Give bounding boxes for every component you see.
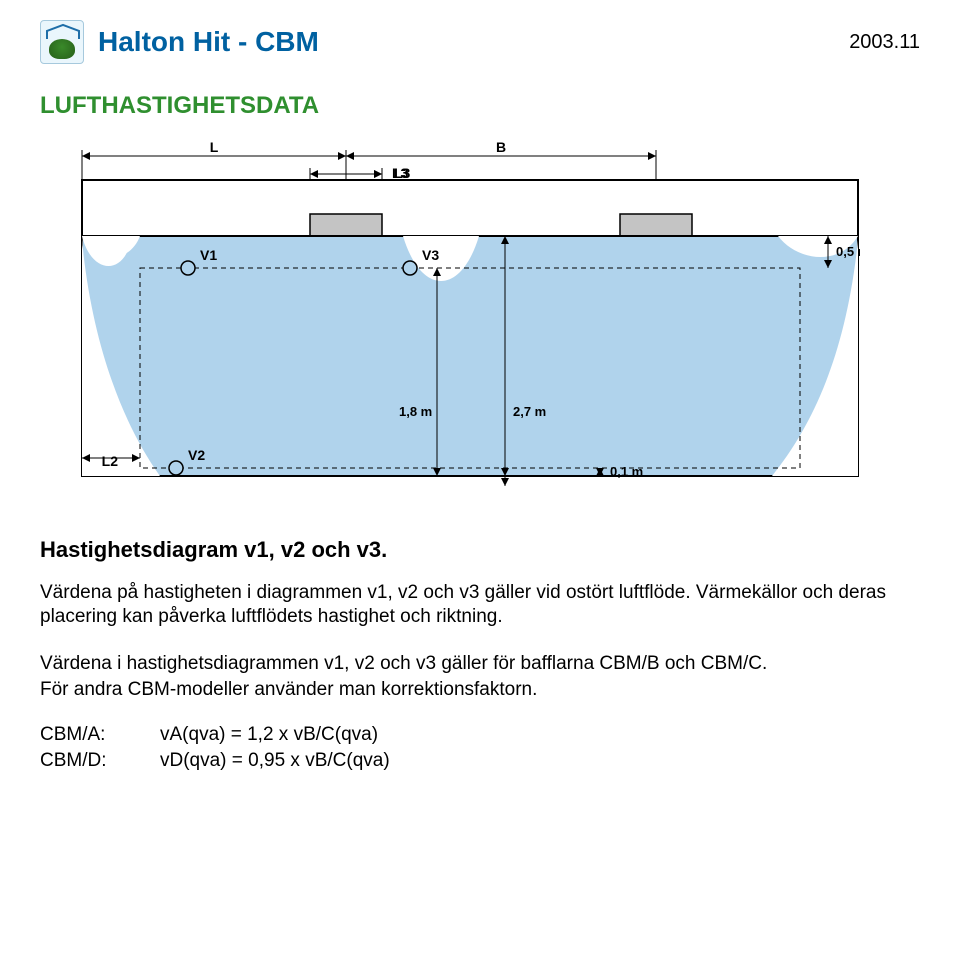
svg-text:B: B	[496, 139, 506, 155]
formula-label: CBM/D:	[40, 750, 160, 772]
svg-text:1,8 m: 1,8 m	[399, 404, 432, 419]
logo-icon	[40, 20, 84, 64]
section-title: LUFTHASTIGHETSDATA	[40, 92, 920, 120]
formula-label: CBM/A:	[40, 724, 160, 746]
airflow-diagram: LBL3L1V1V3V20,5 m1,8 m2,7 m0,1 mL2L3	[80, 138, 860, 503]
formula-row: CBM/A:vA(qva) = 1,2 x vB/C(qva)	[40, 724, 920, 746]
svg-text:L2: L2	[102, 453, 119, 469]
formula-value: vD(qva) = 0,95 x vB/C(qva)	[160, 750, 390, 772]
svg-text:V3: V3	[422, 247, 439, 263]
svg-text:L: L	[210, 139, 219, 155]
svg-text:V2: V2	[188, 447, 205, 463]
formula-value: vA(qva) = 1,2 x vB/C(qva)	[160, 724, 378, 746]
page-title: Halton Hit - CBM	[98, 26, 319, 58]
subheading: Hastighetsdiagram v1, v2 och v3.	[40, 537, 920, 563]
formula-row: CBM/D:vD(qva) = 0,95 x vB/C(qva)	[40, 750, 920, 772]
paragraph-1: Värdena på hastigheten i diagrammen v1, …	[40, 581, 920, 630]
formula-block: CBM/A:vA(qva) = 1,2 x vB/C(qva)CBM/D:vD(…	[40, 724, 920, 772]
svg-text:0,1 m: 0,1 m	[610, 464, 643, 479]
date-stamp: 2003.11	[849, 31, 920, 54]
paragraph-3: För andra CBM-modeller använder man korr…	[40, 678, 920, 702]
header-left: Halton Hit - CBM	[40, 20, 319, 64]
page-header: Halton Hit - CBM 2003.11	[40, 20, 920, 64]
svg-text:L3: L3	[392, 165, 409, 181]
svg-text:2,7 m: 2,7 m	[513, 404, 546, 419]
svg-text:0,5 m: 0,5 m	[836, 244, 860, 259]
paragraph-2: Värdena i hastighetsdiagrammen v1, v2 oc…	[40, 652, 920, 676]
svg-text:V1: V1	[200, 247, 217, 263]
